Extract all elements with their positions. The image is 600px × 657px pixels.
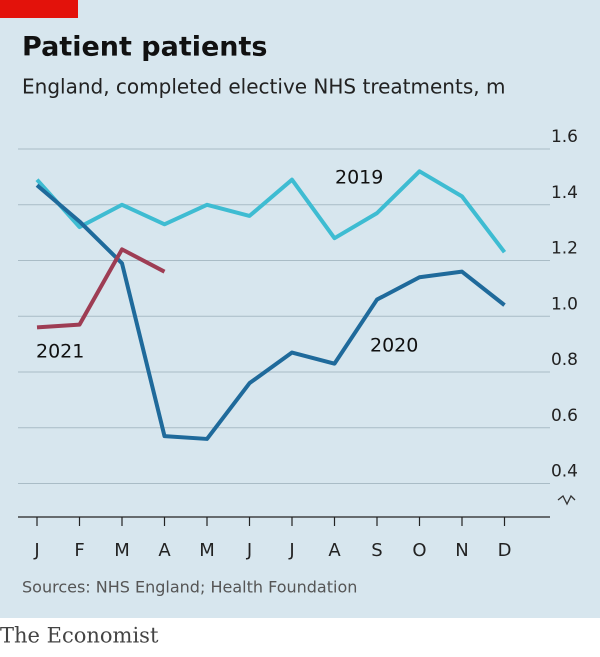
y-tick-label: 0.4 [551,462,578,482]
series-label: 2020 [370,335,418,357]
y-tick-label: 0.6 [551,406,578,426]
series-label: 2019 [335,167,383,189]
y-tick-label: 1.6 [551,127,578,147]
series-line [36,247,166,330]
x-tick-label: J [288,540,294,561]
y-tick-label: 1.2 [551,239,578,259]
y-tick-label: 1.0 [551,294,578,314]
series-label: 2021 [36,341,84,363]
x-tick-label: O [412,540,426,561]
x-tick-label: A [328,540,341,561]
brand-tag [0,0,78,18]
series-line [35,183,506,441]
y-tick-label: 0.8 [551,350,578,370]
x-tick-label: M [199,540,215,561]
x-tick-label: J [246,540,252,561]
x-tick-label: M [114,540,130,561]
series-line [35,169,507,254]
background [0,0,600,618]
chart-title: Patient patients [22,32,268,63]
x-tick-label: F [74,540,84,561]
source: Sources: NHS England; Health Foundation [22,578,357,597]
x-tick-label: J [33,540,39,561]
brand: The Economist [0,624,159,648]
x-tick-label: S [371,540,382,561]
x-tick-label: A [158,540,171,561]
y-tick-label: 1.4 [551,183,578,203]
x-tick-label: D [498,540,512,561]
chart-subtitle: England, completed elective NHS treatmen… [22,75,505,99]
x-tick-label: N [455,540,468,561]
axis-break [557,494,576,506]
